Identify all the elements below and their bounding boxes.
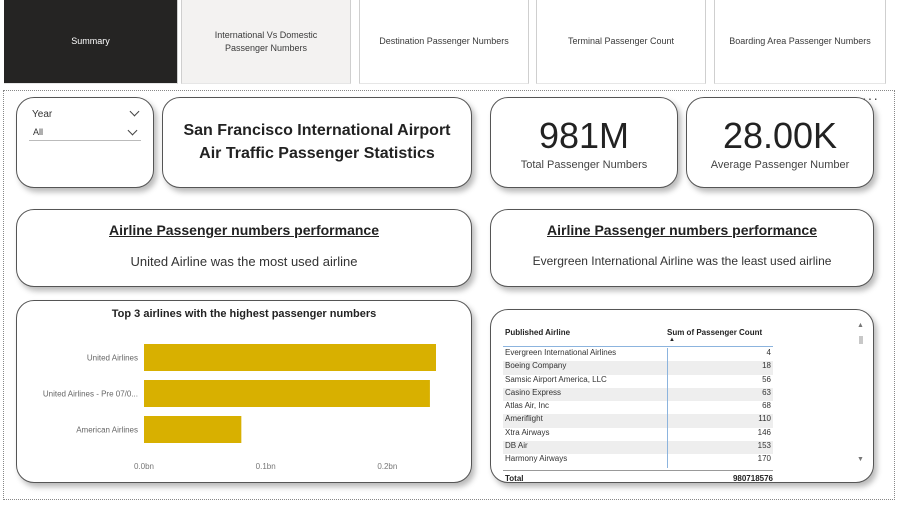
table-header: Published Airline Sum of Passenger Count…: [503, 328, 773, 347]
passenger-count-cell: 4: [667, 348, 773, 362]
airline-cell: Xtra Airways: [505, 427, 550, 437]
report-canvas: [3, 90, 895, 500]
x-tick-label: 0.0bn: [134, 462, 154, 471]
tab-boarding-area[interactable]: Boarding Area Passenger Numbers: [714, 0, 886, 84]
slicer-collapse-icon[interactable]: [129, 106, 140, 117]
scrollbar-thumb[interactable]: [859, 336, 863, 344]
most-used-airline-card: Airline Passenger numbers performance Un…: [16, 209, 472, 287]
table-row[interactable]: Xtra Airways 146: [503, 427, 773, 442]
passenger-count-cell: 153: [667, 441, 773, 455]
tab-summary[interactable]: Summary: [4, 0, 178, 84]
kpi-label: Average Passenger Number: [710, 158, 850, 171]
report-title-line1: San Francisco International Airport: [183, 122, 451, 140]
kpi-label: Total Passenger Numbers: [520, 158, 648, 171]
column-header-airline[interactable]: Published Airline: [505, 328, 571, 337]
top-airlines-chart-card: Top 3 airlines with the highest passenge…: [16, 300, 472, 483]
airline-cell: Atlas Air, Inc: [505, 401, 550, 411]
report-title-card: San Francisco International Airport Air …: [162, 97, 472, 188]
passenger-count-cell: 170: [667, 454, 773, 468]
bar[interactable]: [144, 380, 430, 407]
airline-cell: Boeing Company: [505, 361, 567, 371]
kpi-value: 981M: [538, 114, 630, 156]
kpi-average-passengers: 28.00K Average Passenger Number: [686, 97, 874, 188]
table-row[interactable]: Boeing Company 18: [503, 361, 773, 375]
category-label: United Airlines - Pre 07/0...: [43, 390, 138, 399]
card-text: United Airline was the most used airline: [130, 254, 358, 269]
table-row[interactable]: Casino Express 63: [503, 387, 773, 402]
table-row[interactable]: Atlas Air, Inc 68: [503, 401, 773, 415]
airline-table-card: Published Airline Sum of Passenger Count…: [490, 309, 874, 483]
card-text: Evergreen International Airline was the …: [532, 254, 832, 268]
tab-label: Destination Passenger Numbers: [379, 36, 509, 47]
report-title-line2: Air Traffic Passenger Statistics: [199, 144, 435, 162]
tab-terminal[interactable]: Terminal Passenger Count: [536, 0, 706, 84]
least-used-airline-card: Airline Passenger numbers performance Ev…: [490, 209, 874, 287]
passenger-count-cell: 63: [667, 387, 773, 402]
tab-label: International Vs Domestic Passenger Numb…: [214, 30, 318, 53]
passenger-count-cell: 18: [667, 361, 773, 375]
slicer-dropdown[interactable]: All: [29, 124, 141, 141]
column-header-passenger-count[interactable]: Sum of Passenger Count: [667, 328, 763, 337]
x-tick-label: 0.2bn: [377, 462, 397, 471]
card-heading: Airline Passenger numbers performance: [109, 222, 379, 238]
card-heading: Airline Passenger numbers performance: [547, 222, 817, 238]
table-total-row: Total 980718576: [503, 470, 773, 483]
table-body: Evergreen International Airlines 4 Boeing …: [503, 348, 773, 468]
airline-cell: Samsic Airport America, LLC: [505, 374, 607, 384]
chevron-down-icon: [127, 125, 138, 136]
table-row[interactable]: Evergreen International Airlines 4: [503, 348, 773, 362]
passenger-count-cell: 146: [667, 427, 773, 442]
total-label: Total: [505, 474, 524, 483]
passenger-count-cell: 56: [667, 374, 773, 388]
table-row[interactable]: Ameriflight 110: [503, 414, 773, 428]
airline-cell: Evergreen International Airlines: [505, 348, 617, 357]
airline-cell: DB Air: [505, 441, 528, 451]
airline-cell: Harmony Airways: [505, 454, 568, 464]
x-tick-label: 0.1bn: [256, 462, 276, 471]
sort-ascending-icon: ▲: [669, 337, 675, 343]
total-value: 980718576: [732, 474, 773, 483]
bar[interactable]: [144, 344, 436, 371]
tab-international-vs-domestic[interactable]: International Vs Domestic Passenger Numb…: [181, 0, 351, 84]
category-label: American Airlines: [76, 426, 138, 435]
scroll-down-icon[interactable]: ▼: [857, 456, 864, 463]
tab-label: Boarding Area Passenger Numbers: [729, 36, 871, 47]
table-row[interactable]: DB Air 153: [503, 441, 773, 455]
kpi-total-passengers: 981M Total Passenger Numbers: [490, 97, 678, 188]
scroll-up-icon[interactable]: ▲: [857, 322, 864, 329]
top-airlines-bar-chart: United Airlines United Airlines - Pre 07/…: [43, 344, 436, 471]
chart-title: Top 3 airlines with the highest passenge…: [111, 308, 377, 320]
tab-label: Terminal Passenger Count: [567, 36, 675, 47]
tab-destination[interactable]: Destination Passenger Numbers: [359, 0, 529, 84]
table-row[interactable]: Harmony Airways 170: [503, 454, 773, 468]
slicer-label: Year: [32, 109, 53, 120]
airline-cell: Casino Express: [505, 387, 562, 397]
tab-label: Summary: [71, 36, 110, 47]
category-label: United Airlines: [87, 354, 138, 363]
passenger-count-cell: 110: [667, 414, 773, 428]
passenger-count-cell: 68: [667, 401, 773, 415]
kpi-value: 28.00K: [722, 114, 838, 156]
year-slicer: Year All: [16, 97, 154, 188]
airline-cell: Ameriflight: [505, 414, 543, 424]
slicer-value: All: [33, 127, 44, 137]
bar[interactable]: [144, 416, 242, 443]
table-row[interactable]: Samsic Airport America, LLC 56: [503, 374, 773, 388]
